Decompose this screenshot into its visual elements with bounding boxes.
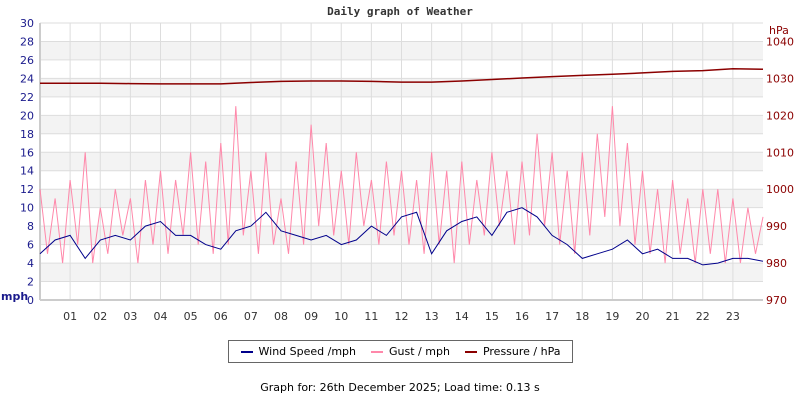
y-tick-left: 30 xyxy=(20,17,34,30)
x-tick: 13 xyxy=(425,310,439,323)
legend-item-gust: Gust / mph xyxy=(371,345,450,358)
x-tick: 21 xyxy=(666,310,680,323)
y-tick-right: 990 xyxy=(766,220,787,233)
y-tick-left: 8 xyxy=(27,220,34,233)
x-tick: 04 xyxy=(154,310,168,323)
legend-label: Gust / mph xyxy=(389,345,450,358)
y-tick-left: 6 xyxy=(27,239,34,252)
series-line-gust-mph xyxy=(39,106,764,264)
chart-title: Daily graph of Weather xyxy=(327,5,473,18)
legend-swatch xyxy=(371,350,384,353)
y-axis-label-left: mph xyxy=(1,290,28,303)
x-tick: 06 xyxy=(214,310,228,323)
legend-label: Pressure / hPa xyxy=(482,345,561,358)
x-tick: 16 xyxy=(515,310,529,323)
legend-label: Wind Speed /mph xyxy=(258,345,357,358)
legend-swatch xyxy=(240,350,253,353)
x-tick: 19 xyxy=(605,310,619,323)
x-tick: 20 xyxy=(636,310,650,323)
x-tick: 10 xyxy=(334,310,348,323)
y-tick-left: 20 xyxy=(20,109,34,122)
x-tick: 23 xyxy=(726,310,740,323)
footer-text: Graph for: 26th December 2025; Load time… xyxy=(260,381,540,394)
y-tick-right: 1010 xyxy=(766,146,794,159)
legend: Wind Speed /mph Gust / mph Pressure / hP… xyxy=(228,340,573,363)
x-tick: 03 xyxy=(123,310,137,323)
x-tick: 01 xyxy=(63,310,77,323)
y-tick-right: 980 xyxy=(766,257,787,270)
x-tick: 18 xyxy=(575,310,589,323)
x-tick: 12 xyxy=(395,310,409,323)
y-tick-left: 28 xyxy=(20,35,34,48)
x-tick: 08 xyxy=(274,310,288,323)
legend-item-pressure: Pressure / hPa xyxy=(464,345,561,358)
y-tick-right: 1040 xyxy=(766,35,794,48)
x-tick: 17 xyxy=(545,310,559,323)
y-tick-left: 26 xyxy=(20,54,34,67)
y-tick-right: 1020 xyxy=(766,109,794,122)
y-axis-label-right: hPa xyxy=(769,24,789,37)
x-tick: 22 xyxy=(696,310,710,323)
series-line-pressure-hpa xyxy=(40,68,764,85)
y-tick-left: 14 xyxy=(20,165,34,178)
y-tick-left: 12 xyxy=(20,183,34,196)
y-tick-left: 18 xyxy=(20,128,34,141)
legend-swatch xyxy=(464,350,477,353)
y-tick-left: 22 xyxy=(20,91,34,104)
legend-item-wind: Wind Speed /mph xyxy=(240,345,357,358)
x-tick: 07 xyxy=(244,310,258,323)
y-tick-right: 1000 xyxy=(766,183,794,196)
series-line-wind-speed-mph xyxy=(39,207,764,266)
x-tick: 14 xyxy=(455,310,469,323)
x-tick: 15 xyxy=(485,310,499,323)
x-tick: 11 xyxy=(364,310,378,323)
y-tick-left: 24 xyxy=(20,72,34,85)
y-tick-left: 2 xyxy=(27,276,34,289)
y-tick-left: 0 xyxy=(27,294,34,307)
y-tick-left: 4 xyxy=(27,257,34,270)
x-tick: 09 xyxy=(304,310,318,323)
x-tick: 02 xyxy=(93,310,107,323)
y-tick-left: 16 xyxy=(20,146,34,159)
y-tick-right: 970 xyxy=(766,294,787,307)
y-tick-right: 1030 xyxy=(766,72,794,85)
y-tick-left: 10 xyxy=(20,202,34,215)
x-tick: 05 xyxy=(184,310,198,323)
